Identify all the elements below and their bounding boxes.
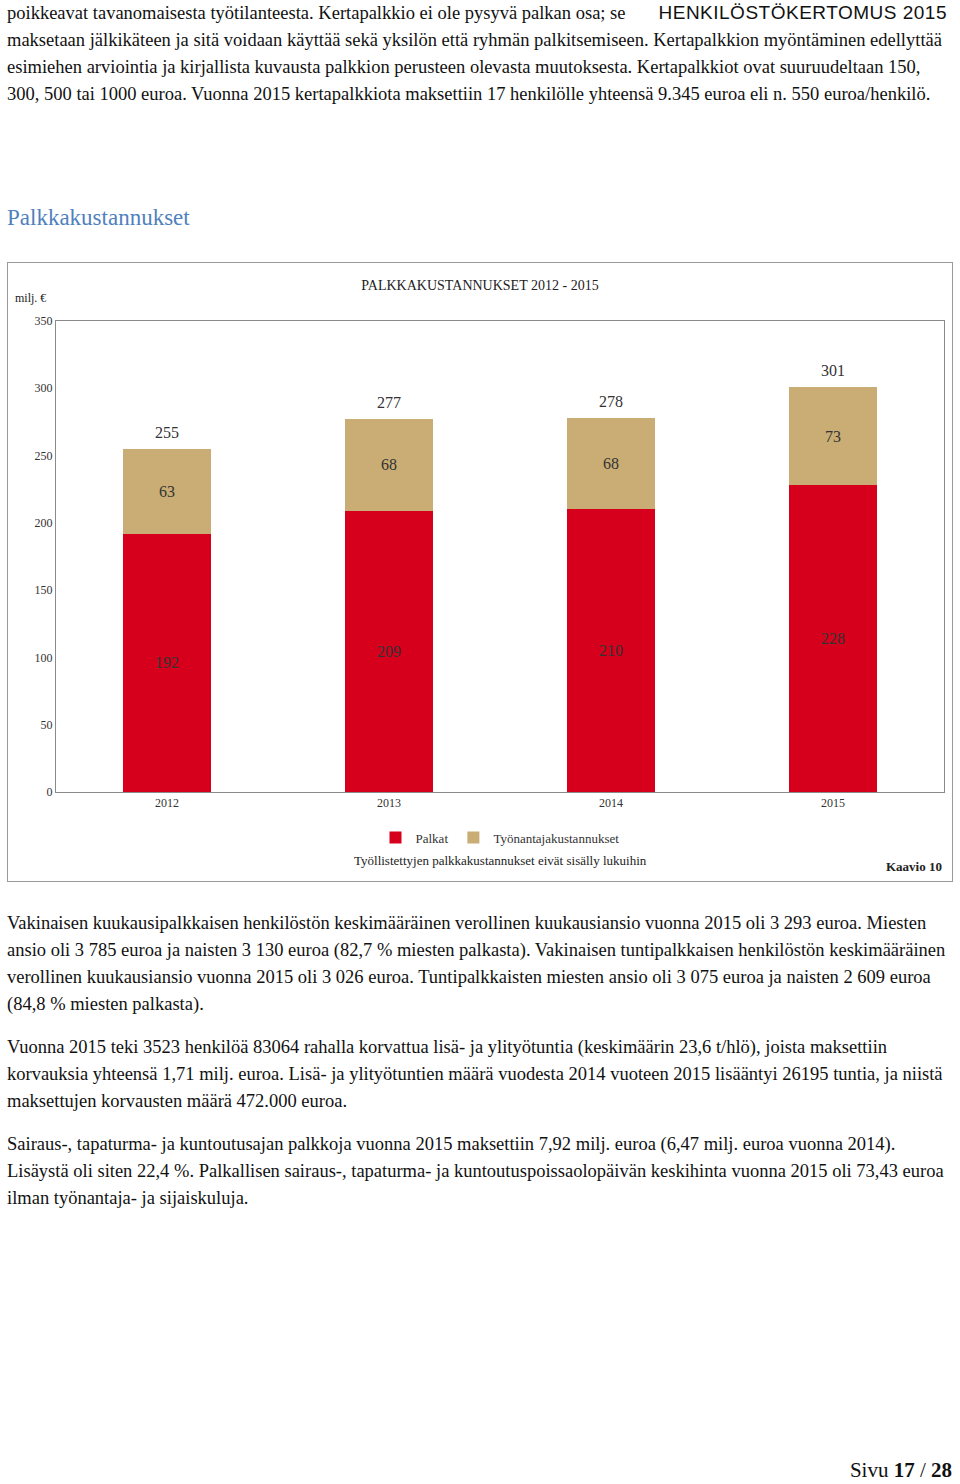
svg-text:228: 228 [821, 630, 845, 647]
svg-text:50: 50 [41, 718, 53, 732]
svg-text:255: 255 [155, 424, 179, 441]
svg-text:250: 250 [35, 449, 53, 463]
svg-text:301: 301 [821, 362, 845, 379]
svg-text:210: 210 [599, 642, 623, 659]
svg-text:200: 200 [35, 516, 53, 530]
svg-text:2012: 2012 [155, 796, 179, 810]
svg-text:192: 192 [155, 654, 179, 671]
svg-text:2014: 2014 [599, 796, 623, 810]
svg-text:68: 68 [381, 456, 397, 473]
svg-text:150: 150 [35, 583, 53, 597]
svg-text:277: 277 [377, 394, 401, 411]
svg-text:Työllistettyjen palkkakustannu: Työllistettyjen palkkakustannukset eivät… [354, 853, 647, 868]
svg-text:209: 209 [377, 643, 401, 660]
svg-text:0: 0 [47, 785, 53, 799]
svg-text:278: 278 [599, 393, 623, 410]
svg-text:Palkat: Palkat [416, 831, 449, 846]
svg-text:300: 300 [35, 381, 53, 395]
html-text:Palkkakustannukset: Palkkakustannukset [7, 205, 190, 230]
svg-text:Työnantajakustannukset: Työnantajakustannukset [493, 831, 619, 846]
html-text:HENKILÖSTÖKERTOMUS 2015: HENKILÖSTÖKERTOMUS 2015 [658, 2, 947, 23]
html-text:Sivu 17 / 28: Sivu 17 / 28 [849, 1458, 952, 1482]
svg-text:milj. €: milj. € [15, 291, 46, 305]
svg-text:Kaavio 10: Kaavio 10 [886, 859, 942, 874]
svg-text:63: 63 [159, 483, 175, 500]
html-text:Vakinaisen kuukausipalkkaisen: Vakinaisen kuukausipalkkaisen henkilöstö… [7, 913, 946, 1014]
html-text:poikkeavat tavanomaisesta työt: poikkeavat tavanomaisesta työtilanteesta… [7, 3, 942, 104]
svg-text:2013: 2013 [377, 796, 401, 810]
svg-text:2015: 2015 [821, 796, 845, 810]
svg-text:100: 100 [35, 651, 53, 665]
svg-text:68: 68 [603, 455, 619, 472]
html-text:Vuonna 2015 teki 3523 henkilöä: Vuonna 2015 teki 3523 henkilöä 83064 rah… [7, 1037, 943, 1111]
svg-text:350: 350 [35, 314, 53, 328]
svg-text:73: 73 [825, 428, 841, 445]
html-text:Sairaus-, tapaturma- ja kuntou: Sairaus-, tapaturma- ja kuntoutusajan pa… [7, 1134, 944, 1208]
svg-text:PALKKAKUSTANNUKSET 2012 - 2015: PALKKAKUSTANNUKSET 2012 - 2015 [361, 278, 598, 293]
